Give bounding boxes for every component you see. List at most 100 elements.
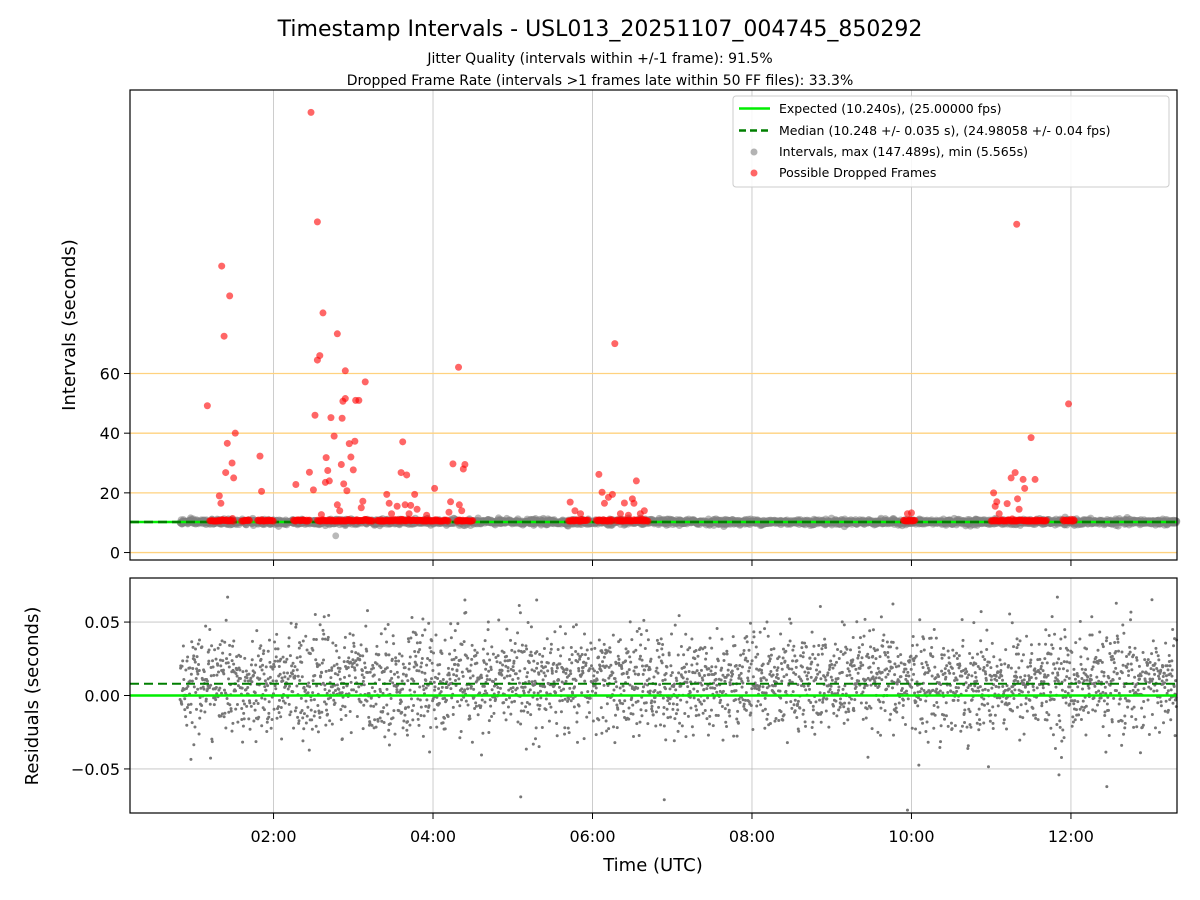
residual-point (468, 717, 472, 721)
residual-point (327, 668, 331, 672)
residual-point (446, 714, 450, 718)
residual-point (591, 667, 595, 671)
residual-point (462, 640, 466, 644)
residual-point (572, 705, 576, 709)
residual-point (308, 685, 312, 689)
residual-point (524, 747, 528, 751)
residual-point (397, 659, 401, 663)
dropped-frame-point (305, 468, 313, 476)
residual-point (502, 711, 506, 715)
residual-point (487, 669, 491, 673)
residual-point (235, 655, 239, 659)
residual-point (532, 659, 536, 663)
residual-point (221, 668, 225, 672)
residual-point (622, 689, 626, 693)
residual-point (253, 671, 257, 675)
residual-point (452, 657, 456, 661)
residual-point (461, 674, 465, 678)
dropped-frame-point (203, 402, 211, 410)
residual-point (486, 620, 490, 624)
residual-point (383, 735, 387, 739)
residual-point (490, 714, 494, 718)
residual-point (391, 634, 395, 638)
residual-point (322, 658, 326, 662)
residual-point (335, 662, 339, 666)
residual-point (534, 726, 538, 730)
dropped-frame-point (413, 505, 421, 513)
residual-point (393, 732, 397, 736)
residual-point (652, 675, 656, 679)
residual-point (661, 653, 665, 657)
residual-point (386, 712, 390, 716)
residual-point (488, 698, 492, 702)
dropped-frame-point (1065, 400, 1073, 408)
residual-point (330, 722, 334, 726)
residual-point (526, 621, 530, 625)
residual-point (661, 679, 665, 683)
residual-point (637, 627, 641, 631)
residual-point (264, 665, 268, 669)
residual-point (395, 670, 399, 674)
residual-point (359, 643, 363, 647)
residual-point (366, 671, 370, 675)
residual-point (659, 637, 663, 641)
residual-point (539, 669, 543, 673)
residual-point (449, 622, 453, 626)
interval-point (332, 532, 340, 540)
residual-point (435, 725, 439, 729)
residual-point (563, 632, 567, 636)
residual-point (506, 669, 510, 673)
residual-point (377, 678, 381, 682)
residual-point (535, 697, 539, 701)
residual-point (240, 717, 244, 721)
residual-point (346, 665, 350, 669)
residual-point (288, 684, 292, 688)
chart-title: Timestamp Intervals - USL013_20251107_00… (277, 17, 923, 42)
residual-point (630, 638, 634, 642)
residual-point (575, 711, 579, 715)
dropped-frame-point (403, 471, 411, 479)
residual-point (554, 691, 558, 695)
residual-point (238, 676, 242, 680)
residual-point (567, 697, 571, 701)
dropped-frame-point (411, 490, 419, 498)
residual-point (214, 698, 218, 702)
residual-point (483, 639, 487, 643)
residual-point (408, 655, 412, 659)
residual-point (618, 638, 622, 642)
residual-point (320, 671, 324, 675)
residual-point (599, 669, 603, 673)
residual-point (463, 688, 467, 692)
residual-point (662, 712, 666, 716)
residual-point (311, 648, 315, 652)
residual-point (235, 702, 239, 706)
residual-point (301, 716, 305, 720)
residual-point (458, 736, 462, 740)
residual-point (337, 687, 341, 691)
residual-point (288, 674, 292, 678)
residual-point (655, 638, 659, 642)
residual-point (662, 724, 666, 728)
residual-point (479, 673, 483, 677)
residual-point (575, 720, 579, 724)
dropped-frame-point (1042, 516, 1050, 524)
residual-point (408, 688, 412, 692)
residual-point (360, 673, 364, 677)
residual-point (489, 665, 493, 669)
dropped-frame-point (229, 517, 237, 525)
residual-point (350, 650, 354, 654)
residual-point (537, 707, 541, 711)
residual-point (297, 719, 301, 723)
residual-point (498, 661, 502, 665)
residual-point (255, 629, 259, 633)
dropped-frame-point (444, 517, 452, 525)
residual-point (530, 654, 534, 658)
residual-point (254, 663, 258, 667)
residual-point (453, 648, 457, 652)
residual-point (549, 647, 553, 651)
residual-point (262, 649, 266, 653)
residual-point (245, 676, 249, 680)
residual-point (616, 707, 620, 711)
residual-point (231, 721, 235, 725)
residual-point (424, 679, 428, 683)
